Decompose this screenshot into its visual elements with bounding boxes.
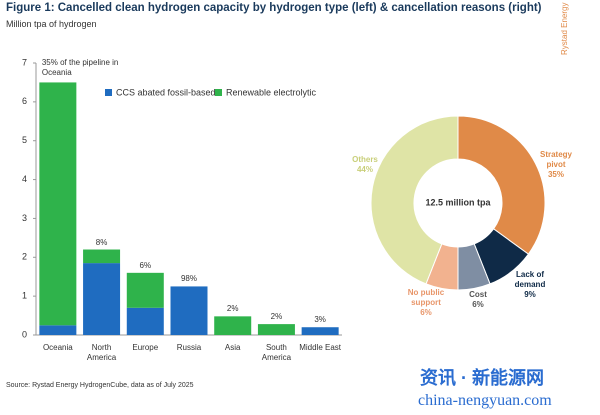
y-tick-label: 3 bbox=[22, 213, 27, 223]
x-tick-label: Russia bbox=[176, 343, 202, 352]
annotation: 2% bbox=[270, 312, 283, 322]
segment-label-text: Strategy pivot bbox=[539, 150, 572, 169]
y-tick-label: 7 bbox=[22, 57, 27, 67]
legend-label: Renewable electrolytic bbox=[226, 87, 317, 97]
segment-label-text: Others bbox=[352, 155, 378, 164]
annotation: 3% bbox=[314, 315, 326, 325]
bar bbox=[39, 325, 77, 335]
y-tick-label: 4 bbox=[22, 174, 27, 184]
y-tick-label: 5 bbox=[22, 135, 27, 145]
segment-label-text: No public support bbox=[407, 288, 445, 307]
bar bbox=[214, 316, 252, 335]
watermark: china-nengyuan.com bbox=[418, 392, 552, 409]
y-tick-label: 6 bbox=[22, 96, 27, 106]
x-tick-label: South America bbox=[261, 343, 292, 362]
segment-label-text: 35% bbox=[547, 170, 564, 179]
segment-label: Strategy pivot 35% bbox=[532, 150, 580, 180]
title: Figure 1: Cancelled clean hydrogen capac… bbox=[6, 2, 542, 14]
annotation: 8% bbox=[95, 237, 108, 247]
segment-label: Cost 6% bbox=[460, 290, 496, 310]
bar bbox=[301, 327, 339, 335]
logo: Rystad Energy bbox=[560, 2, 569, 55]
legend-swatch bbox=[105, 89, 112, 96]
segment-label-text: 9% bbox=[524, 290, 536, 299]
segment-label-text: 6% bbox=[472, 300, 484, 309]
donut-segment bbox=[457, 115, 546, 255]
bar bbox=[83, 263, 121, 335]
segment-label-text: 6% bbox=[420, 308, 432, 317]
segment-label-text: Lack of demand bbox=[514, 270, 546, 289]
bar bbox=[39, 82, 77, 326]
center-label: 12.5 million tpa bbox=[425, 197, 491, 207]
y-tick-label: 2 bbox=[22, 252, 27, 262]
x-tick-label: Asia bbox=[224, 343, 241, 352]
source: Source: Rystad Energy HydrogenCube, data… bbox=[6, 382, 194, 389]
x-tick-label: North America bbox=[86, 343, 117, 362]
annotation: 98% bbox=[180, 274, 197, 284]
x-tick-label: Europe bbox=[132, 343, 159, 352]
bar bbox=[170, 286, 208, 335]
segment-label-text: Cost bbox=[469, 290, 487, 299]
donut-segment bbox=[370, 115, 459, 285]
legend-label: CCS abated fossil-based bbox=[116, 87, 216, 97]
bar bbox=[257, 324, 295, 335]
bar bbox=[83, 249, 121, 264]
bar bbox=[126, 272, 164, 308]
watermark: 资讯 · 新能源网 bbox=[420, 368, 544, 388]
y-tick-label: 1 bbox=[22, 291, 27, 301]
annotation: 6% bbox=[139, 260, 152, 270]
legend-swatch bbox=[215, 89, 222, 96]
segment-label: Others 44% bbox=[340, 155, 390, 175]
subtitle: Million tpa of hydrogen bbox=[6, 19, 97, 29]
segment-label-text: 44% bbox=[356, 165, 373, 174]
x-tick-label: Middle East bbox=[299, 343, 342, 352]
y-tick-label: 0 bbox=[22, 329, 27, 339]
bar bbox=[126, 307, 164, 335]
annotation: 2% bbox=[226, 304, 239, 314]
segment-label: Lack of demand 9% bbox=[505, 270, 555, 300]
segment-label: No public support 6% bbox=[402, 288, 450, 318]
annotation: 35% of the pipeline in Oceania bbox=[41, 58, 119, 78]
x-tick-label: Oceania bbox=[42, 343, 73, 352]
